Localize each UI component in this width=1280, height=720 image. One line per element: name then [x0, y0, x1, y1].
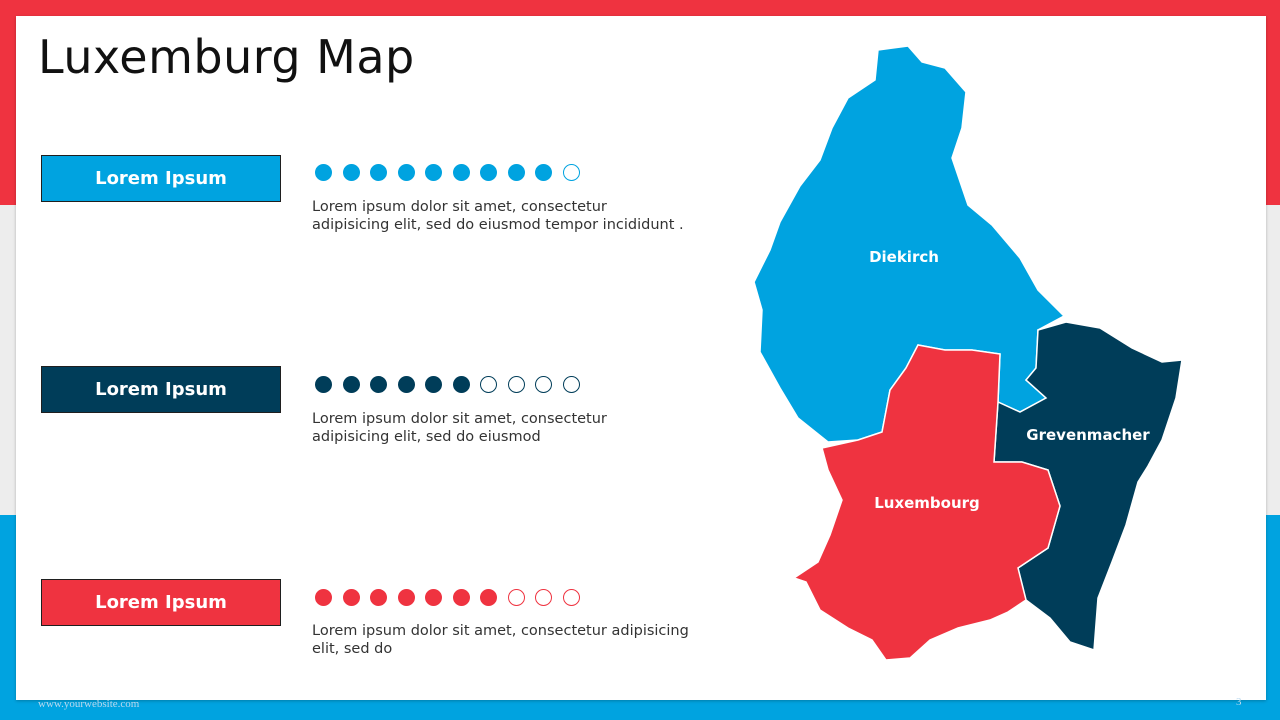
- description-2-line-2: adipisicing elit, sed do eiusmod: [312, 429, 541, 445]
- rating-dot-filled: [397, 164, 415, 181]
- rating-dot-filled: [370, 164, 387, 181]
- rating-dot-empty: [562, 589, 580, 606]
- rating-dot-filled: [425, 164, 442, 181]
- description-1: Lorem ipsum dolor sit amet, consectetur …: [312, 198, 692, 234]
- rating-dot-filled: [480, 164, 497, 181]
- region-label-diekirch: Diekirch: [869, 248, 939, 266]
- rating-dot-filled: [452, 376, 470, 393]
- description-2: Lorem ipsum dolor sit amet, consectetur …: [312, 410, 692, 446]
- description-2-line-1: Lorem ipsum dolor sit amet, consectetur: [312, 411, 607, 427]
- rating-dot-filled: [535, 164, 552, 181]
- footer-page-number: 3: [1236, 696, 1242, 708]
- rating-dot-empty: [480, 376, 497, 393]
- description-3: Lorem ipsum dolor sit amet, consectetur …: [312, 622, 692, 658]
- rating-dot-filled: [480, 589, 497, 606]
- page-title: Luxemburg Map: [38, 30, 415, 84]
- rating-dot-filled: [315, 164, 332, 181]
- rating-dots-3: [315, 589, 580, 606]
- region-label-luxembourg: Luxembourg: [874, 494, 980, 512]
- rating-dot-filled: [342, 376, 360, 393]
- rating-dots-1: [315, 164, 580, 181]
- rating-dot-filled: [452, 164, 470, 181]
- rating-dot-filled: [397, 589, 415, 606]
- description-3-line-2: elit, sed do: [312, 641, 393, 657]
- rating-dot-filled: [452, 589, 470, 606]
- label-box-2: Lorem Ipsum: [41, 366, 281, 413]
- rating-dot-empty: [535, 589, 552, 606]
- luxembourg-map: Diekirch Grevenmacher Luxembourg: [753, 45, 1183, 661]
- rating-dot-filled: [425, 589, 442, 606]
- rating-dot-filled: [342, 164, 360, 181]
- region-grevenmacher[interactable]: [993, 321, 1183, 652]
- region-luxembourg[interactable]: [792, 344, 1061, 661]
- rating-dot-filled: [315, 589, 332, 606]
- rating-dot-filled: [425, 376, 442, 393]
- rating-dot-filled: [370, 376, 387, 393]
- label-box-3: Lorem Ipsum: [41, 579, 281, 626]
- description-1-line-1: Lorem ipsum dolor sit amet, consectetur: [312, 199, 607, 215]
- description-1-line-2: adipisicing elit, sed do eiusmod tempor …: [312, 217, 684, 233]
- region-label-grevenmacher: Grevenmacher: [1026, 426, 1150, 444]
- rating-dot-empty: [562, 164, 580, 181]
- rating-dots-2: [315, 376, 580, 393]
- rating-dot-filled: [507, 164, 525, 181]
- rating-dot-empty: [535, 376, 552, 393]
- rating-dot-empty: [507, 589, 525, 606]
- footer-website: www.yourwebsite.com: [38, 698, 140, 710]
- description-3-line-1: Lorem ipsum dolor sit amet, consectetur …: [312, 623, 689, 639]
- rating-dot-filled: [370, 589, 387, 606]
- label-box-1: Lorem Ipsum: [41, 155, 281, 202]
- rating-dot-filled: [342, 589, 360, 606]
- rating-dot-empty: [507, 376, 525, 393]
- rating-dot-empty: [562, 376, 580, 393]
- rating-dot-filled: [315, 376, 332, 393]
- rating-dot-filled: [397, 376, 415, 393]
